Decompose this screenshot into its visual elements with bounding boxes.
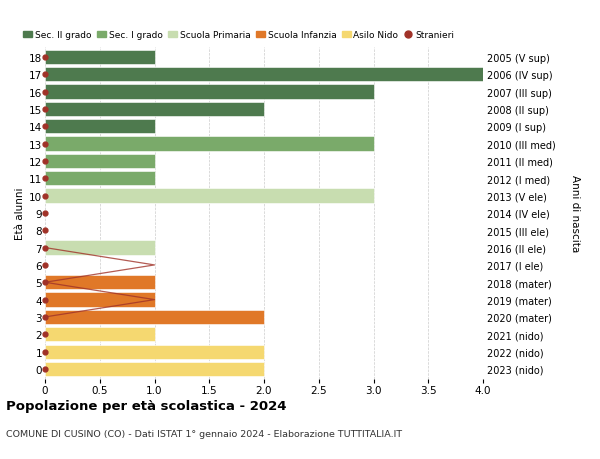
Bar bbox=[45, 154, 155, 168]
Bar bbox=[45, 85, 374, 100]
Bar bbox=[45, 310, 264, 325]
Bar bbox=[45, 172, 155, 186]
Bar bbox=[45, 275, 155, 290]
Text: COMUNE DI CUSINO (CO) - Dati ISTAT 1° gennaio 2024 - Elaborazione TUTTITALIA.IT: COMUNE DI CUSINO (CO) - Dati ISTAT 1° ge… bbox=[6, 429, 402, 438]
Bar bbox=[45, 362, 264, 376]
Legend: Sec. II grado, Sec. I grado, Scuola Primaria, Scuola Infanzia, Asilo Nido, Stran: Sec. II grado, Sec. I grado, Scuola Prim… bbox=[23, 31, 455, 40]
Bar bbox=[45, 137, 374, 151]
Bar bbox=[45, 241, 155, 255]
Bar bbox=[45, 120, 155, 134]
Y-axis label: Età alunni: Età alunni bbox=[15, 187, 25, 240]
Y-axis label: Anni di nascita: Anni di nascita bbox=[570, 175, 580, 252]
Bar bbox=[45, 327, 155, 341]
Bar bbox=[45, 293, 155, 307]
Bar bbox=[45, 345, 264, 359]
Bar bbox=[45, 102, 264, 117]
Text: Popolazione per età scolastica - 2024: Popolazione per età scolastica - 2024 bbox=[6, 399, 287, 412]
Bar bbox=[45, 189, 374, 203]
Bar bbox=[45, 68, 483, 82]
Bar bbox=[45, 50, 155, 65]
